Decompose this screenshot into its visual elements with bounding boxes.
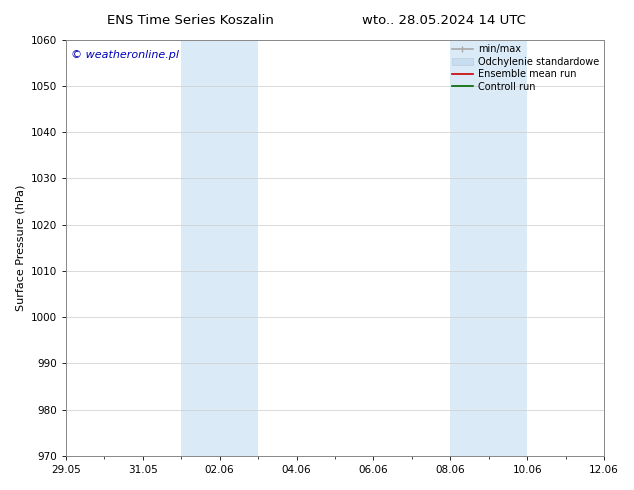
Legend: min/max, Odchylenie standardowe, Ensemble mean run, Controll run: min/max, Odchylenie standardowe, Ensembl… [449,42,602,95]
Bar [450,40,527,456]
Bar [181,40,258,456]
Y-axis label: Surface Pressure (hPa): Surface Pressure (hPa) [15,185,25,311]
Text: wto.. 28.05.2024 14 UTC: wto.. 28.05.2024 14 UTC [362,14,526,27]
Text: © weatheronline.pl: © weatheronline.pl [71,50,179,60]
Text: ENS Time Series Koszalin: ENS Time Series Koszalin [107,14,274,27]
